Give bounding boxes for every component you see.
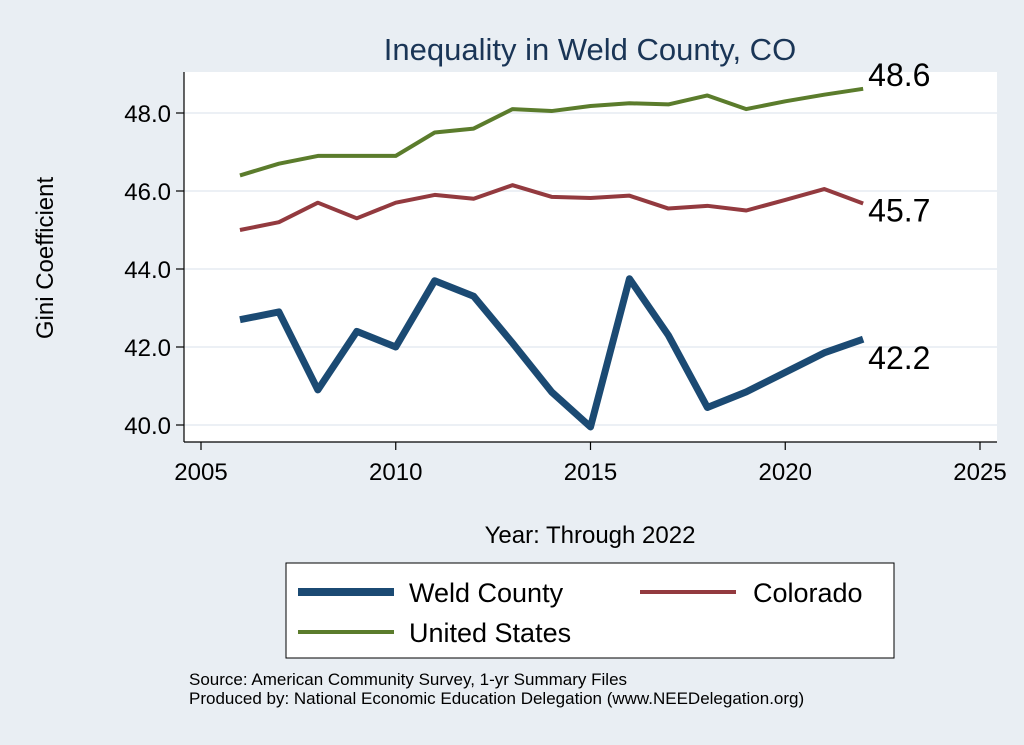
y-axis-title: Gini Coefficient (32, 177, 59, 340)
legend-label-united-states: United States (409, 618, 571, 648)
x-tick-label: 2025 (953, 459, 1006, 486)
x-tick-label: 2015 (564, 459, 617, 486)
y-tick-label: 44.0 (124, 257, 171, 284)
y-tick-label: 42.0 (124, 335, 171, 362)
series-group (239, 86, 865, 431)
end-labels: 48.6 45.7 42.2 (868, 57, 930, 376)
y-tick-label: 40.0 (124, 413, 171, 440)
producer-line: Produced by: National Economic Education… (189, 689, 805, 708)
legend-box (285, 562, 895, 659)
x-axis-title: Year: Through 2022 (485, 522, 696, 549)
x-axis-ticks: 2005 2010 2015 2020 2025 (174, 442, 1007, 486)
series-line-weld-county (239, 275, 865, 431)
end-label-colorado: 45.7 (868, 192, 930, 228)
series-line-united-states (239, 86, 864, 178)
end-label-weld-county: 42.2 (868, 340, 930, 376)
series-line-colorado (239, 183, 864, 232)
gridlines (184, 112, 997, 426)
x-tick-label: 2005 (174, 459, 227, 486)
legend-label-weld-county: Weld County (409, 578, 564, 608)
plot-area (184, 72, 997, 442)
end-label-united-states: 48.6 (868, 57, 930, 93)
y-tick-label: 48.0 (124, 101, 171, 128)
source-note: Source: American Community Survey, 1-yr … (189, 670, 804, 708)
y-tick-label: 46.0 (124, 179, 171, 206)
legend: Weld County Colorado United States (285, 562, 895, 659)
x-tick-label: 2010 (369, 459, 422, 486)
source-line: Source: American Community Survey, 1-yr … (189, 670, 628, 689)
x-tick-label: 2020 (759, 459, 812, 486)
y-axis-ticks: 40.0 42.0 44.0 46.0 48.0 (124, 101, 184, 440)
chart-title: Inequality in Weld County, CO (384, 32, 796, 67)
legend-label-colorado: Colorado (753, 578, 863, 608)
